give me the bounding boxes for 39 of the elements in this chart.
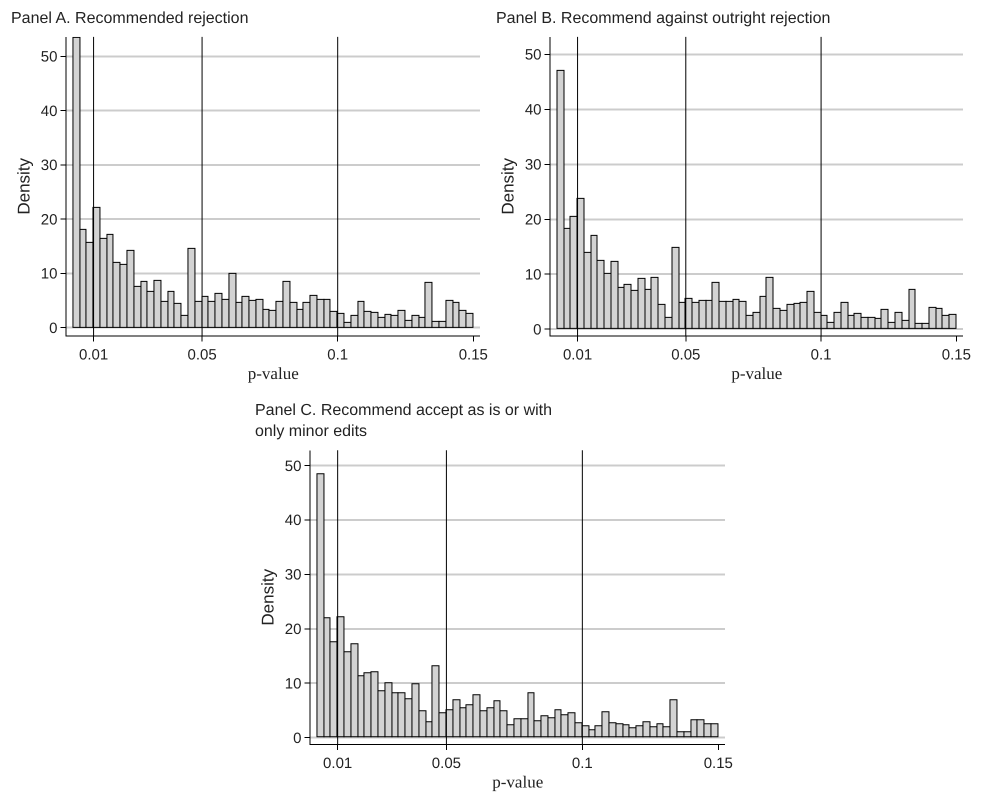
x-tick-label: 0.15 [942,346,971,364]
y-tick-label: 30 [284,566,302,584]
y-tick-label: 30 [524,156,542,174]
x-tick-label: 0.15 [458,346,488,364]
y-tick-label: 10 [524,266,542,284]
y-tick-label: 30 [40,157,58,174]
x-tick-label: 0.1 [327,346,348,364]
chart-title: Panel C. Recommend accept as is or with only minor edits [255,402,552,440]
y-tick-label: 40 [284,512,302,530]
x-tick-label: 0.01 [78,346,108,364]
y-tick-label: 50 [524,46,542,64]
y-axis-title: Density [498,157,518,215]
y-tick-label: 0 [533,321,542,338]
x-tick-label: 0.05 [187,346,217,364]
chart-title: Panel B. Recommend against outright rejection [496,10,830,27]
y-tick-label: 20 [524,212,542,229]
x-tick-label: 0.01 [562,346,592,364]
x-tick-label: 0.1 [810,346,832,364]
y-tick-label: 40 [40,102,58,120]
y-tick-label: 0 [293,730,302,747]
y-tick-label: 10 [40,266,58,283]
x-tick-label: 0.01 [323,755,352,772]
y-tick-label: 0 [49,320,58,337]
y-tick-label: 50 [40,48,58,66]
chart-title: Panel A. Recommended rejection [11,10,248,27]
x-axis-title: p-value [492,772,544,792]
y-tick-label: 20 [284,621,302,638]
x-tick-label: 0.1 [572,755,593,772]
x-tick-label: 0.05 [671,346,700,364]
y-tick-label: 20 [40,211,58,228]
y-tick-label: 40 [524,102,542,119]
y-tick-label: 10 [284,675,302,692]
x-tick-label: 0.15 [704,755,733,772]
x-axis-title: p-value [731,364,782,384]
x-tick-label: 0.05 [432,755,462,772]
y-axis-title: Density [14,157,34,215]
y-tick-label: 50 [284,458,302,475]
x-axis-title: p-value [248,364,299,384]
y-axis-title: Density [258,568,278,626]
